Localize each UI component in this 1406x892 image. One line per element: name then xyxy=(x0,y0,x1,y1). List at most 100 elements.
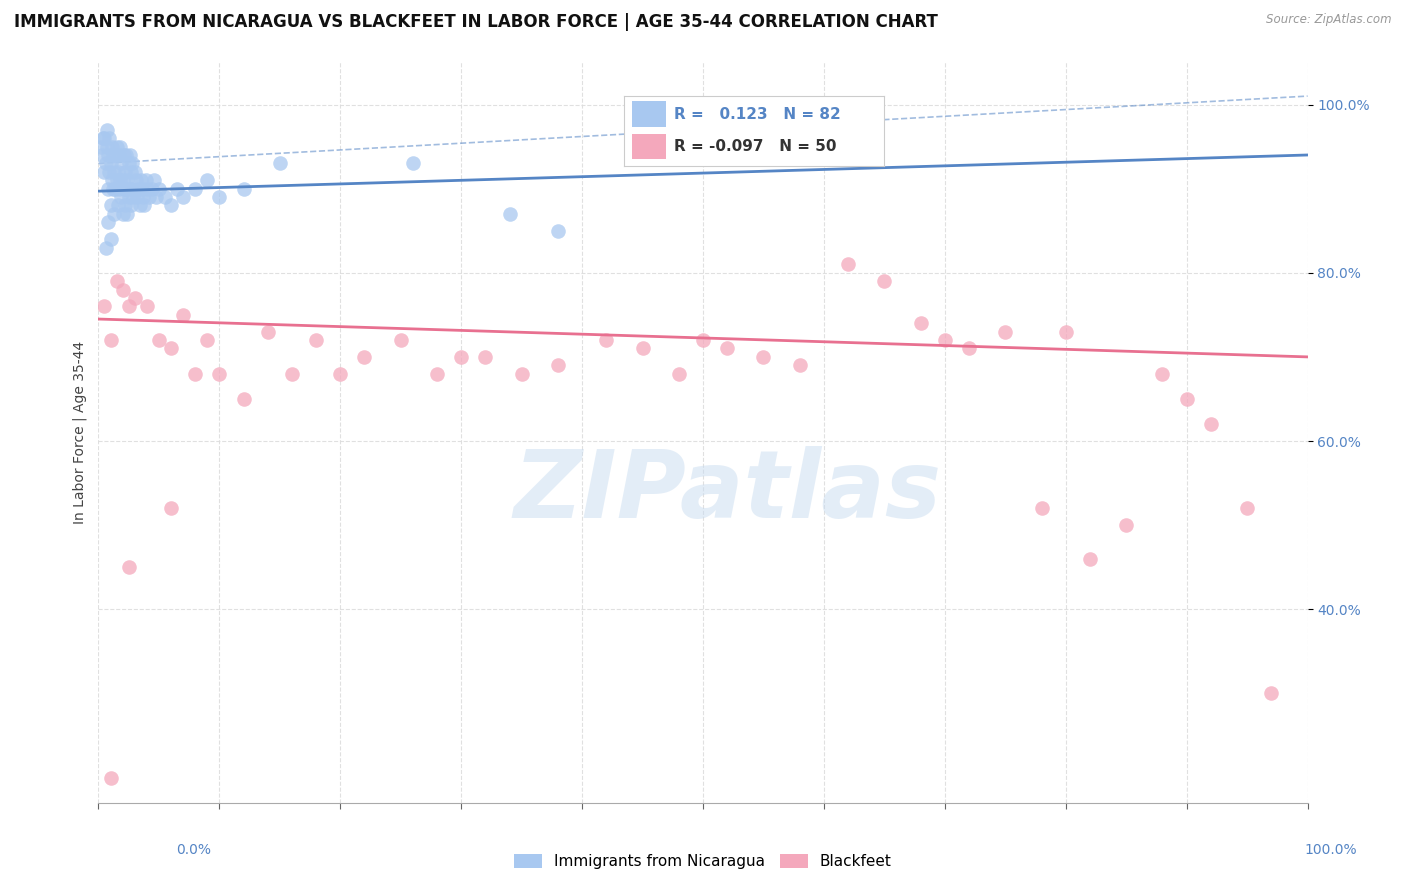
Text: 100.0%: 100.0% xyxy=(1305,843,1357,857)
Point xyxy=(105,173,128,187)
Point xyxy=(117,207,139,221)
Point xyxy=(166,181,188,195)
Point xyxy=(121,156,143,170)
Point xyxy=(93,165,115,179)
Point xyxy=(160,342,183,356)
Point xyxy=(103,207,125,221)
Point xyxy=(141,181,163,195)
Point xyxy=(108,181,131,195)
Point xyxy=(232,181,254,195)
Point xyxy=(232,392,254,406)
Point xyxy=(107,198,129,212)
Point xyxy=(498,207,520,221)
Point xyxy=(184,181,207,195)
Point xyxy=(353,350,375,364)
Point xyxy=(934,333,956,347)
Point xyxy=(118,300,141,314)
Point xyxy=(91,131,114,145)
Point xyxy=(129,173,152,187)
Point xyxy=(135,181,157,195)
Point xyxy=(389,333,412,347)
Point xyxy=(148,333,170,347)
Point xyxy=(873,274,896,288)
Point xyxy=(97,215,120,229)
Point xyxy=(100,771,122,785)
Point xyxy=(105,139,128,153)
Text: Source: ZipAtlas.com: Source: ZipAtlas.com xyxy=(1267,13,1392,27)
Point xyxy=(96,139,118,153)
Point xyxy=(97,148,120,162)
Point xyxy=(184,367,207,381)
Point xyxy=(716,342,738,356)
Point xyxy=(118,181,141,195)
Point xyxy=(93,300,115,314)
Point xyxy=(172,190,194,204)
Point xyxy=(114,198,136,212)
Point xyxy=(98,131,121,145)
Point xyxy=(160,198,183,212)
Point xyxy=(100,333,122,347)
Point xyxy=(450,350,472,364)
Point xyxy=(90,139,112,153)
Point xyxy=(118,156,141,170)
Point xyxy=(402,156,425,170)
Point xyxy=(957,342,980,356)
Point xyxy=(111,173,134,187)
Point xyxy=(1199,417,1222,432)
Point xyxy=(118,560,141,574)
Point xyxy=(153,190,176,204)
Point xyxy=(127,190,149,204)
Point xyxy=(172,308,194,322)
Point xyxy=(117,173,139,187)
Point xyxy=(124,291,146,305)
Point xyxy=(112,148,135,162)
Point xyxy=(124,165,146,179)
Point xyxy=(994,325,1017,339)
Point xyxy=(100,156,122,170)
Point xyxy=(120,165,142,179)
Point xyxy=(426,367,449,381)
Point xyxy=(115,181,138,195)
Point xyxy=(329,367,352,381)
Point xyxy=(110,156,132,170)
Point xyxy=(135,300,157,314)
Point xyxy=(100,198,122,212)
Point xyxy=(91,148,114,162)
Point xyxy=(101,181,124,195)
Text: 0.0%: 0.0% xyxy=(176,843,211,857)
Point xyxy=(269,156,291,170)
Point xyxy=(94,156,117,170)
Point xyxy=(474,350,496,364)
Point xyxy=(108,148,131,162)
Point xyxy=(97,181,120,195)
Point xyxy=(281,367,304,381)
Point xyxy=(789,359,811,373)
Point xyxy=(118,148,141,162)
Point xyxy=(115,148,138,162)
Point xyxy=(104,148,127,162)
Point xyxy=(108,139,131,153)
Point xyxy=(131,181,153,195)
Point xyxy=(195,333,218,347)
Point xyxy=(96,122,118,136)
Point xyxy=(910,316,932,330)
Point xyxy=(100,173,122,187)
Point xyxy=(118,190,141,204)
Point xyxy=(143,173,166,187)
Point xyxy=(1152,367,1174,381)
Point xyxy=(100,232,122,246)
Point xyxy=(112,181,135,195)
Point xyxy=(256,325,278,339)
Point xyxy=(114,165,136,179)
Point xyxy=(122,190,145,204)
Point xyxy=(145,190,167,204)
Point xyxy=(132,190,155,204)
Text: IMMIGRANTS FROM NICARAGUA VS BLACKFEET IN LABOR FORCE | AGE 35-44 CORRELATION CH: IMMIGRANTS FROM NICARAGUA VS BLACKFEET I… xyxy=(14,13,938,31)
Point xyxy=(121,181,143,195)
Point xyxy=(135,173,157,187)
Point xyxy=(125,173,148,187)
Point xyxy=(208,190,231,204)
Point xyxy=(813,148,835,162)
Point xyxy=(1115,518,1137,533)
Point xyxy=(134,198,156,212)
